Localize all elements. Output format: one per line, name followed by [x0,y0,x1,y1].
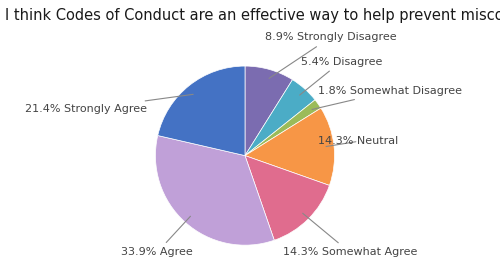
Text: 14.3% Somewhat Agree: 14.3% Somewhat Agree [282,213,417,257]
Text: I think Codes of Conduct are an effective way to help prevent misconduct and har: I think Codes of Conduct are an effectiv… [5,8,500,23]
Wedge shape [158,66,245,156]
Text: 33.9% Agree: 33.9% Agree [122,216,193,257]
Text: 1.8% Somewhat Disagree: 1.8% Somewhat Disagree [312,86,462,109]
Wedge shape [245,100,321,156]
Wedge shape [245,108,334,185]
Wedge shape [156,135,274,245]
Text: 8.9% Strongly Disagree: 8.9% Strongly Disagree [264,32,396,78]
Wedge shape [245,80,315,156]
Wedge shape [245,66,292,156]
Text: 5.4% Disagree: 5.4% Disagree [300,57,382,95]
Text: 21.4% Strongly Agree: 21.4% Strongly Agree [24,94,193,114]
Wedge shape [245,156,330,240]
Text: 14.3% Neutral: 14.3% Neutral [318,136,398,147]
